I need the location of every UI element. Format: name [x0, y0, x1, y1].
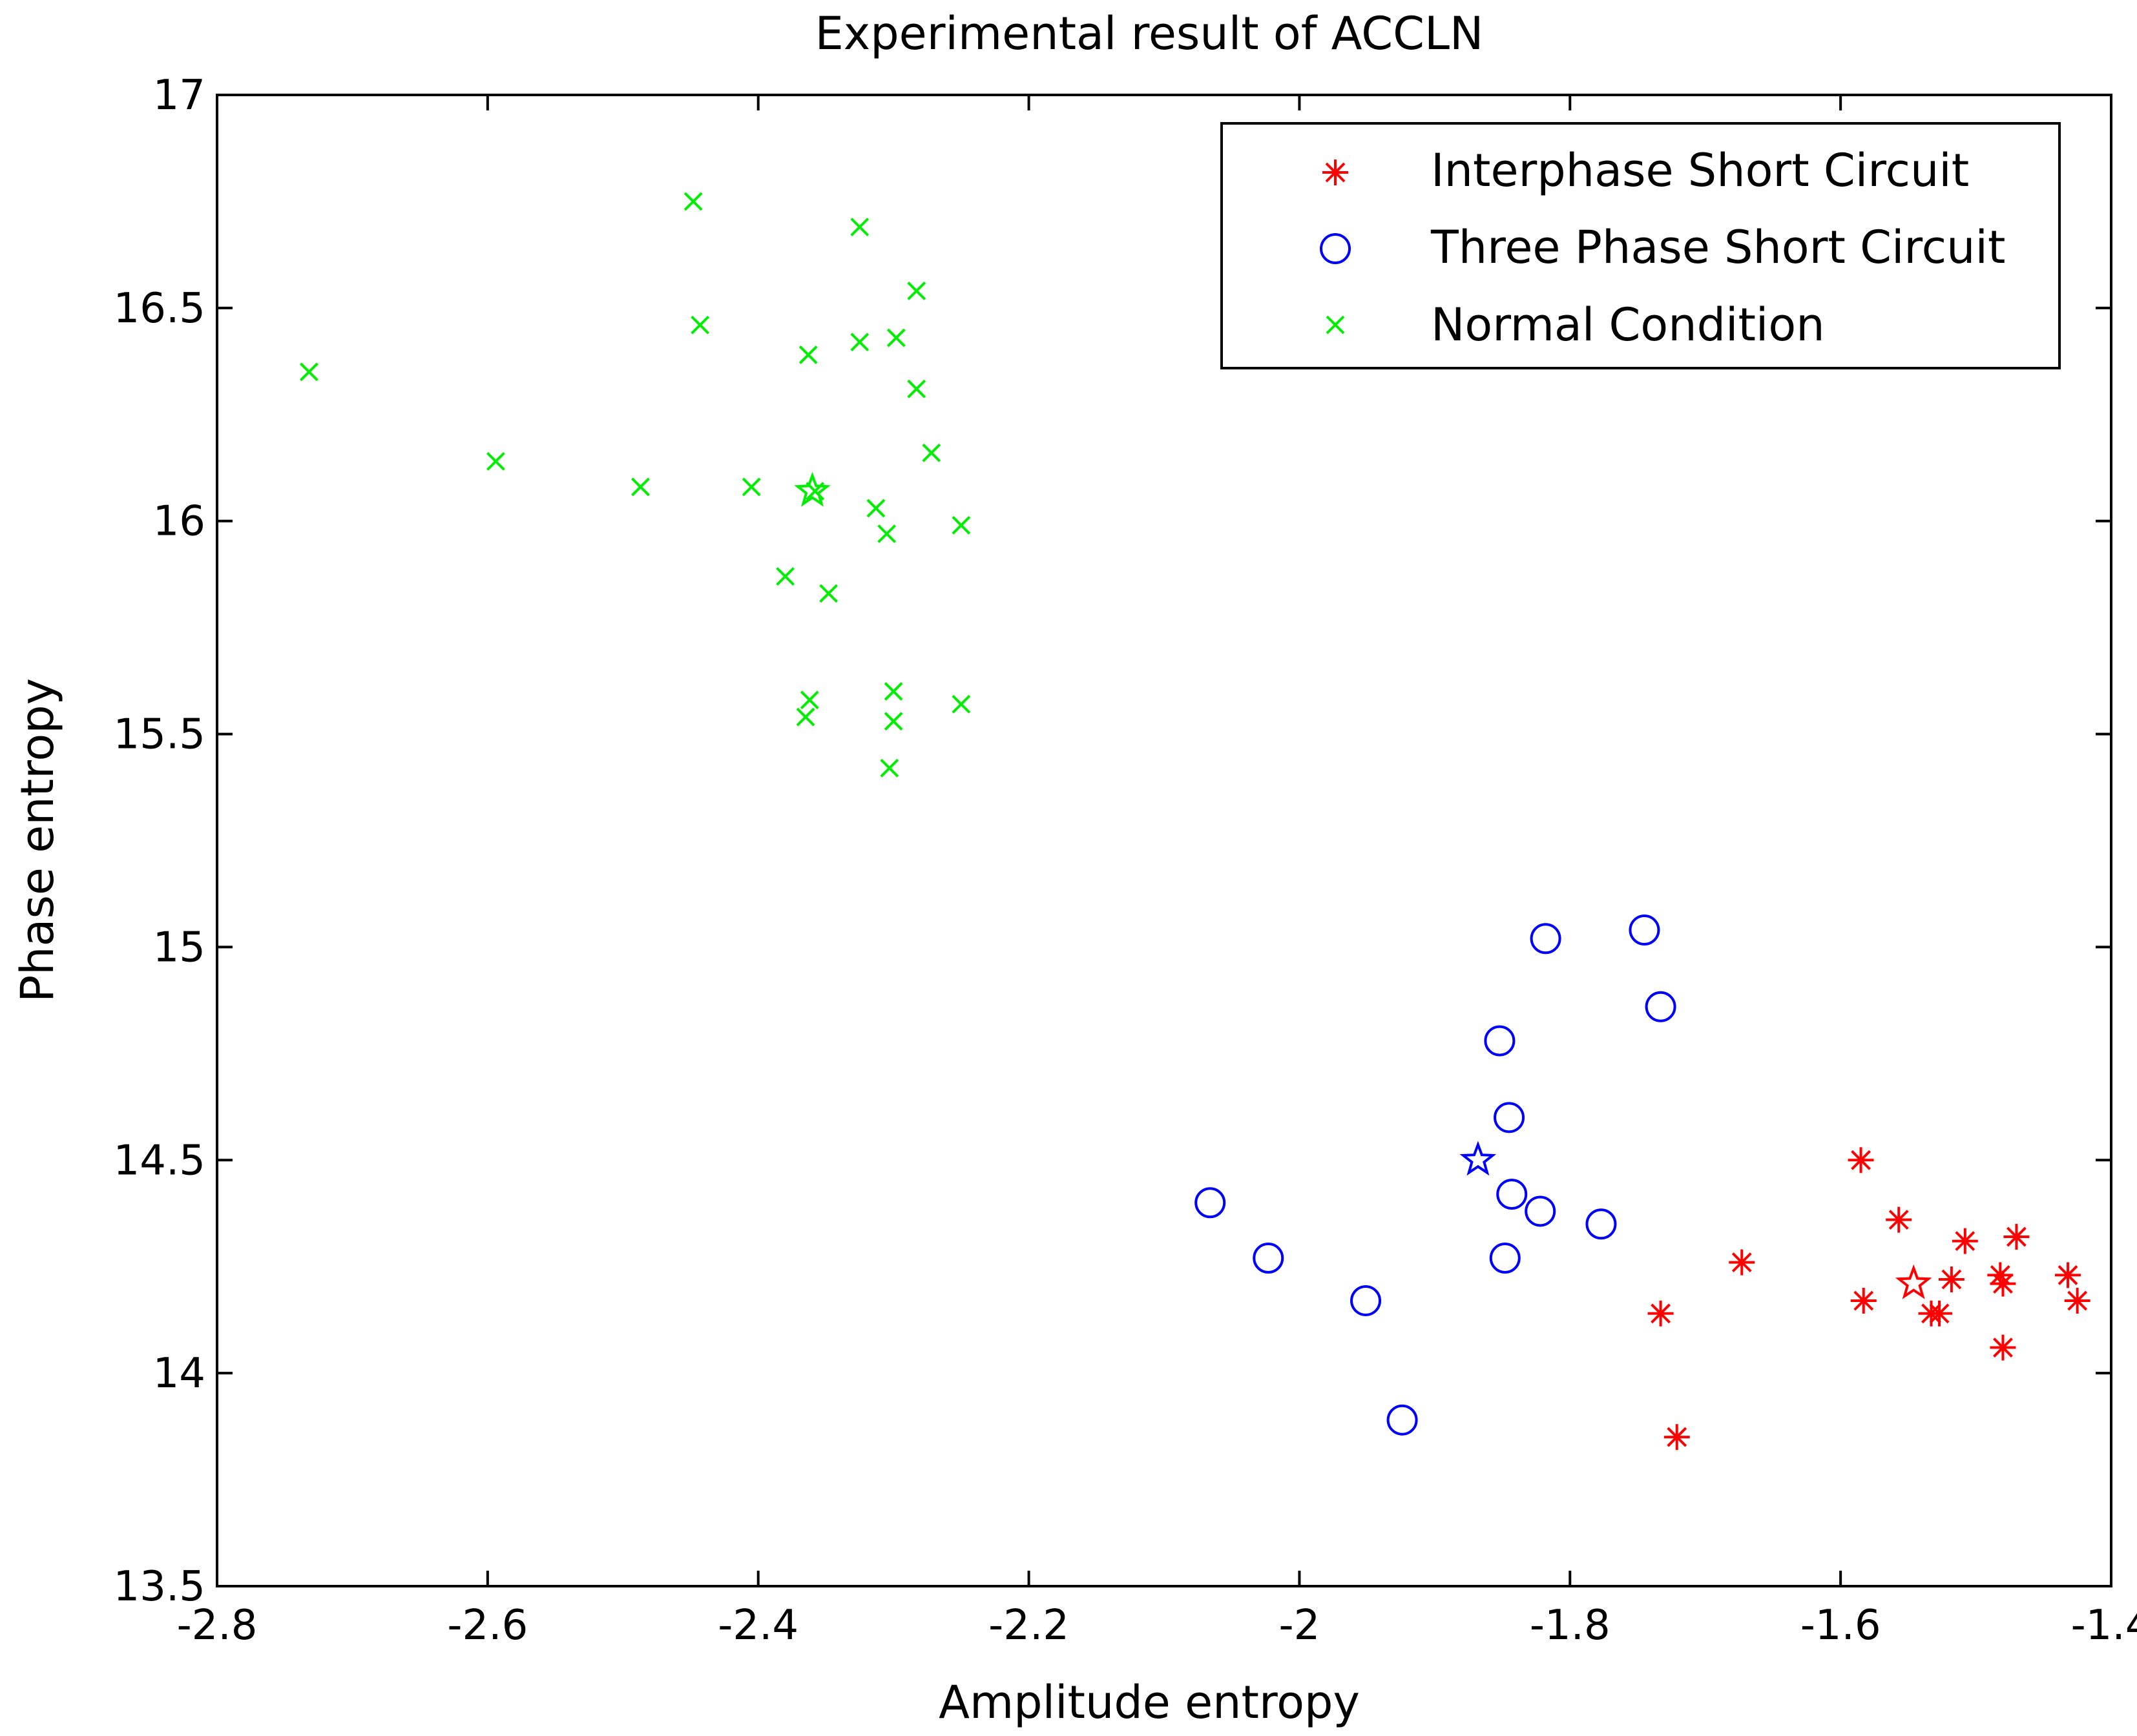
- data-point: [819, 584, 839, 603]
- data-point: [742, 477, 761, 497]
- y-tick-label: 15: [153, 924, 205, 971]
- data-point: [1525, 1195, 1556, 1227]
- data-point: [877, 524, 897, 543]
- x-tick-label: -2.4: [718, 1602, 798, 1649]
- data-point: [1663, 1424, 1690, 1451]
- y-tick-label: 13.5: [114, 1563, 206, 1611]
- y-tick-label: 15.5: [114, 711, 206, 759]
- data-point: [1489, 1243, 1521, 1274]
- data-point: [1987, 1262, 2014, 1288]
- data-point: [1729, 1249, 1755, 1276]
- legend: Interphase Short Circuit Three Phase Sho…: [1220, 122, 2061, 369]
- y-axis-label: Phase entropy: [11, 678, 64, 1002]
- legend-marker-interphase: [1322, 160, 1348, 185]
- data-point: [796, 707, 815, 727]
- legend-label-three-phase: Three Phase Short Circuit: [1430, 221, 2005, 274]
- data-point: [1645, 991, 1676, 1022]
- data-point: [1990, 1270, 2016, 1297]
- y-tick-label: 16: [153, 498, 205, 546]
- chart-title: Experimental result of ACCLN: [815, 7, 1484, 60]
- data-point: [1629, 914, 1660, 946]
- data-point: [1850, 1287, 1877, 1314]
- y-tick-label: 14: [153, 1350, 205, 1398]
- data-point: [952, 694, 971, 714]
- legend-symbol: [1320, 233, 1351, 264]
- x-tick-label: -2.2: [988, 1602, 1069, 1649]
- x-axis-label: Amplitude entropy: [939, 1676, 1360, 1729]
- data-point: [1484, 1025, 1516, 1057]
- legend-label-normal: Normal Condition: [1431, 298, 1825, 351]
- series-2: [299, 192, 971, 778]
- data-point: [1253, 1243, 1284, 1274]
- centroid-marker: [1459, 1141, 1497, 1176]
- data-point: [886, 328, 906, 347]
- data-point: [1386, 1404, 1418, 1436]
- x-tick-label: -2.8: [177, 1602, 258, 1649]
- data-points: [299, 192, 2090, 1451]
- data-point: [866, 499, 886, 518]
- x-tick-label: -1.4: [2071, 1602, 2137, 1649]
- x-tick-label: -1.8: [1530, 1602, 1611, 1649]
- data-point: [1194, 1187, 1226, 1219]
- data-point: [884, 682, 903, 701]
- data-point: [922, 443, 941, 462]
- legend-label-interphase: Interphase Short Circuit: [1431, 144, 1969, 197]
- legend-marker-three-phase: [1320, 233, 1351, 264]
- data-point: [1952, 1228, 1978, 1254]
- series-0: [1647, 1147, 2090, 1451]
- data-point: [850, 218, 870, 236]
- data-point: [2003, 1224, 2030, 1250]
- data-point: [486, 451, 505, 471]
- data-point: [907, 379, 926, 398]
- data-point: [683, 192, 703, 211]
- data-point: [1886, 1206, 1912, 1233]
- x-tick-label: -2: [1279, 1602, 1320, 1649]
- data-point: [1496, 1179, 1528, 1210]
- y-tick-label: 14.5: [114, 1137, 206, 1184]
- x-tick-label: -2.6: [447, 1602, 528, 1649]
- legend-symbol: [1322, 160, 1348, 185]
- data-point: [1494, 1102, 1525, 1133]
- y-axis: 13.5 14 14.5 15 15.5 16 16.5 17: [114, 72, 2111, 1611]
- series-1: [1194, 914, 1676, 1436]
- centroid-marker: [794, 471, 831, 507]
- data-point: [1848, 1147, 1874, 1173]
- data-point: [952, 515, 971, 535]
- data-point: [880, 758, 899, 778]
- data-point: [1938, 1266, 1965, 1293]
- data-point: [798, 346, 818, 364]
- data-point: [1585, 1208, 1617, 1240]
- data-point: [1926, 1300, 1953, 1327]
- data-point: [800, 690, 819, 710]
- data-point: [299, 362, 318, 382]
- data-point: [1647, 1300, 1674, 1327]
- legend-symbol: [1326, 315, 1345, 335]
- x-axis: -2.8 -2.6 -2.4 -2.2 -2 -1.8 -1.6 -1.4: [177, 95, 2137, 1649]
- data-point: [2064, 1287, 2090, 1314]
- data-point: [776, 567, 795, 586]
- data-point: [1350, 1285, 1382, 1316]
- legend-marker-normal: [1326, 315, 1345, 335]
- data-point: [631, 477, 650, 497]
- x-tick-label: -1.6: [1800, 1602, 1881, 1649]
- data-point: [691, 315, 710, 335]
- data-point: [850, 333, 870, 352]
- data-point: [1530, 923, 1561, 955]
- y-tick-label: 16.5: [114, 285, 206, 333]
- data-point: [884, 712, 903, 731]
- data-point: [907, 282, 926, 300]
- data-point: [2054, 1262, 2081, 1288]
- data-point: [1990, 1334, 2016, 1361]
- y-tick-label: 17: [153, 72, 205, 119]
- centroid-marker: [1895, 1264, 1932, 1299]
- legend-box: [1220, 122, 2061, 369]
